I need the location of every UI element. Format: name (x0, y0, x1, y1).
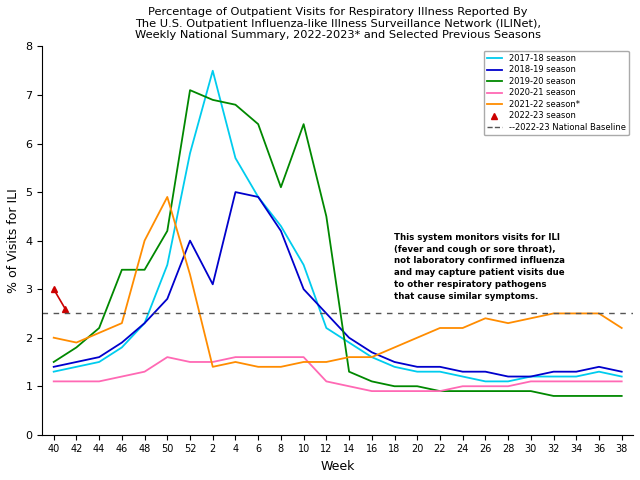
Title: Percentage of Outpatient Visits for Respiratory Illness Reported By
The U.S. Out: Percentage of Outpatient Visits for Resp… (134, 7, 541, 40)
X-axis label: Week: Week (321, 460, 355, 473)
Legend: 2017-18 season, 2018-19 season, 2019-20 season, 2020-21 season, 2021-22 season*,: 2017-18 season, 2018-19 season, 2019-20 … (484, 51, 629, 135)
Y-axis label: % of Visits for ILI: % of Visits for ILI (7, 188, 20, 293)
Text: This system monitors visits for ILI
(fever and cough or sore throat),
not labora: This system monitors visits for ILI (fev… (394, 233, 564, 301)
